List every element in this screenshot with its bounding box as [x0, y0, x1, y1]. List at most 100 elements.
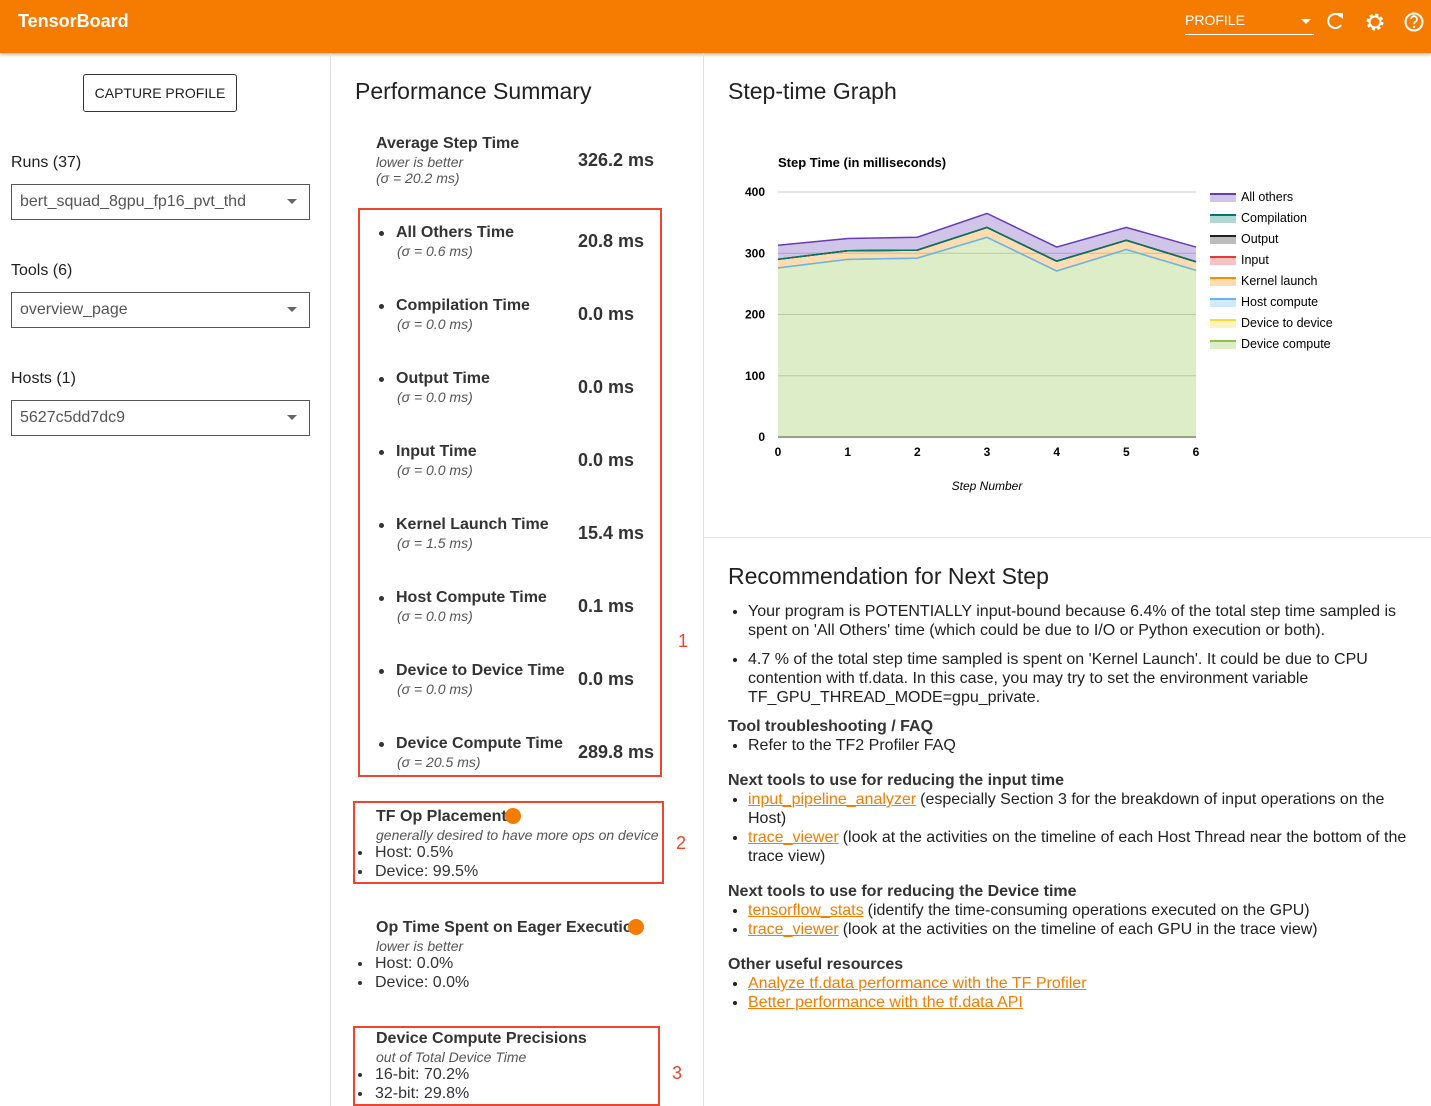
y-tick-label: 0	[758, 430, 765, 444]
area-line	[777, 226, 1197, 263]
metric-sigma: (σ = 0.0 ms)	[397, 315, 473, 332]
block-title: TF Op Placement	[376, 807, 507, 825]
selector[interactable]: 5627c5dd7dc9	[11, 400, 310, 436]
metric-value: 0.0 ms	[578, 669, 635, 690]
metric-value: 0.0 ms	[578, 450, 635, 471]
resource-title: Next tools to use for reducing the Devic…	[728, 883, 1077, 900]
metric-sigma: (σ = 0.6 ms)	[397, 242, 473, 259]
bullet	[358, 851, 362, 855]
metric-sigma: (σ = 20.2 ms)	[376, 169, 460, 186]
legend-swatch	[1210, 215, 1236, 223]
resource-item: Better performance with the tf.data API	[748, 993, 1418, 1012]
block-note: lower is better	[376, 937, 464, 954]
resource-item: Analyze tf.data performance with the TF …	[748, 974, 1418, 993]
metric-value: 289.8 ms	[578, 742, 655, 763]
refresh-arc	[1327, 13, 1342, 29]
metric-value: 15.4 ms	[578, 523, 645, 544]
help-icon[interactable]	[1404, 12, 1424, 32]
highlight-box	[358, 208, 662, 777]
legend-swatch	[1210, 299, 1236, 307]
resource-section: Other useful resources Analyze tf.data pe…	[728, 955, 1418, 1012]
resource-link[interactable]: tensorflow_stats	[748, 902, 864, 919]
legend-swatch	[1210, 278, 1236, 286]
bullet	[358, 1092, 362, 1096]
area-line	[777, 212, 1197, 248]
selector[interactable]: bert_squad_8gpu_fp16_pvt_thd	[11, 184, 310, 220]
resource-title: Other useful resources	[728, 956, 904, 973]
selector-value: overview_page	[20, 301, 128, 318]
resource-item: trace_viewer(look at the activities on t…	[748, 828, 1418, 866]
metric-value: 0.0 ms	[578, 304, 635, 325]
block-item: 32-bit: 29.8%	[375, 1084, 470, 1102]
metric-value: 0.1 ms	[578, 596, 635, 617]
bullet	[379, 304, 384, 309]
resource-link[interactable]: Better performance with the tf.data API	[748, 994, 1023, 1011]
selector-label: Hosts (1)	[11, 369, 76, 387]
legend-label: Output	[1241, 232, 1279, 246]
x-tick-label: 3	[984, 445, 991, 459]
selector-arrow	[287, 199, 297, 204]
recommendation-item: Your program is POTENTIALLY input-bound …	[748, 602, 1418, 640]
divider	[703, 53, 704, 1106]
info-icon[interactable]	[628, 919, 644, 935]
legend-swatch	[1210, 194, 1236, 202]
block-item: Device: 0.0%	[375, 973, 470, 991]
app-title: TensorBoard	[18, 11, 129, 32]
section-title: Recommendation for Next Step	[728, 563, 1049, 589]
selector[interactable]: overview_page	[11, 292, 310, 328]
resource-link[interactable]: trace_viewer	[748, 921, 839, 938]
metric-name: Host Compute Time	[396, 588, 547, 606]
gear-body	[1368, 15, 1382, 29]
resource-item: tensorflow_stats(identify the time-consu…	[748, 901, 1418, 920]
metric-name: Average Step Time	[376, 134, 520, 152]
capture-profile-button[interactable]: CAPTURE PROFILE	[83, 74, 237, 112]
bullet	[379, 450, 384, 455]
resource-title: Tool troubleshooting / FAQ	[728, 718, 934, 735]
legend-swatch	[1210, 320, 1236, 328]
x-tick-label: 0	[775, 445, 782, 459]
y-tick-label: 400	[745, 185, 765, 199]
annotation: 3	[672, 1063, 683, 1084]
resource-list: Refer to the TF2 Profiler FAQ	[728, 736, 1418, 755]
resource-link[interactable]: trace_viewer	[748, 829, 839, 846]
gear-ring	[1366, 13, 1384, 31]
metric-name: Kernel Launch Time	[396, 515, 549, 533]
recommendation-item: 4.7 % of the total step time sampled is …	[748, 650, 1418, 707]
x-tick-label: 2	[914, 445, 921, 459]
legend-label: Host compute	[1241, 295, 1318, 309]
bullet	[358, 1073, 362, 1077]
legend-label: All others	[1241, 190, 1293, 204]
resource-section: Tool troubleshooting / FAQ Refer to the T…	[728, 717, 1418, 755]
x-tick-label: 1	[844, 445, 851, 459]
resource-title: Next tools to use for reducing the input…	[728, 772, 1065, 789]
x-axis-label: Step Number	[952, 479, 1024, 493]
selector-label: Tools (6)	[11, 261, 73, 279]
resource-text: (look at the activities on the timeline …	[842, 921, 1318, 938]
selector-label: Runs (37)	[11, 153, 82, 171]
refresh-icon[interactable]	[1327, 13, 1343, 29]
info-icon[interactable]	[505, 808, 521, 824]
block-item: Host: 0.0%	[375, 954, 454, 972]
legend-label: Compilation	[1241, 211, 1307, 225]
block-note: out of Total Device Time	[376, 1048, 527, 1065]
resource-link[interactable]: input_pipeline_analyzer	[748, 791, 917, 808]
section-title: Step-time Graph	[728, 78, 897, 105]
resource-list: tensorflow_stats(identify the time-consu…	[728, 901, 1418, 939]
selector-value: 5627c5dd7dc9	[20, 409, 125, 426]
resource-list: Analyze tf.data performance with the TF …	[728, 974, 1418, 1012]
bullet	[379, 669, 384, 674]
metric-value: 326.2 ms	[578, 150, 655, 171]
metric-sigma: (σ = 0.0 ms)	[397, 388, 473, 405]
area	[778, 237, 1196, 437]
resource-link[interactable]: Analyze tf.data performance with the TF …	[748, 975, 1087, 992]
section-title: Performance Summary	[355, 78, 592, 105]
toolbar	[0, 0, 1431, 53]
highlight-box	[353, 1026, 660, 1106]
resource-text: (look at the activities on the timeline …	[748, 829, 1407, 865]
bullet	[379, 742, 384, 747]
legend-swatch	[1210, 257, 1236, 265]
highlight-box	[353, 801, 664, 884]
tool-dropdown[interactable]: PROFILE	[1185, 8, 1314, 35]
metric-note: lower is better	[376, 153, 464, 170]
settings-icon[interactable]	[1366, 13, 1384, 31]
